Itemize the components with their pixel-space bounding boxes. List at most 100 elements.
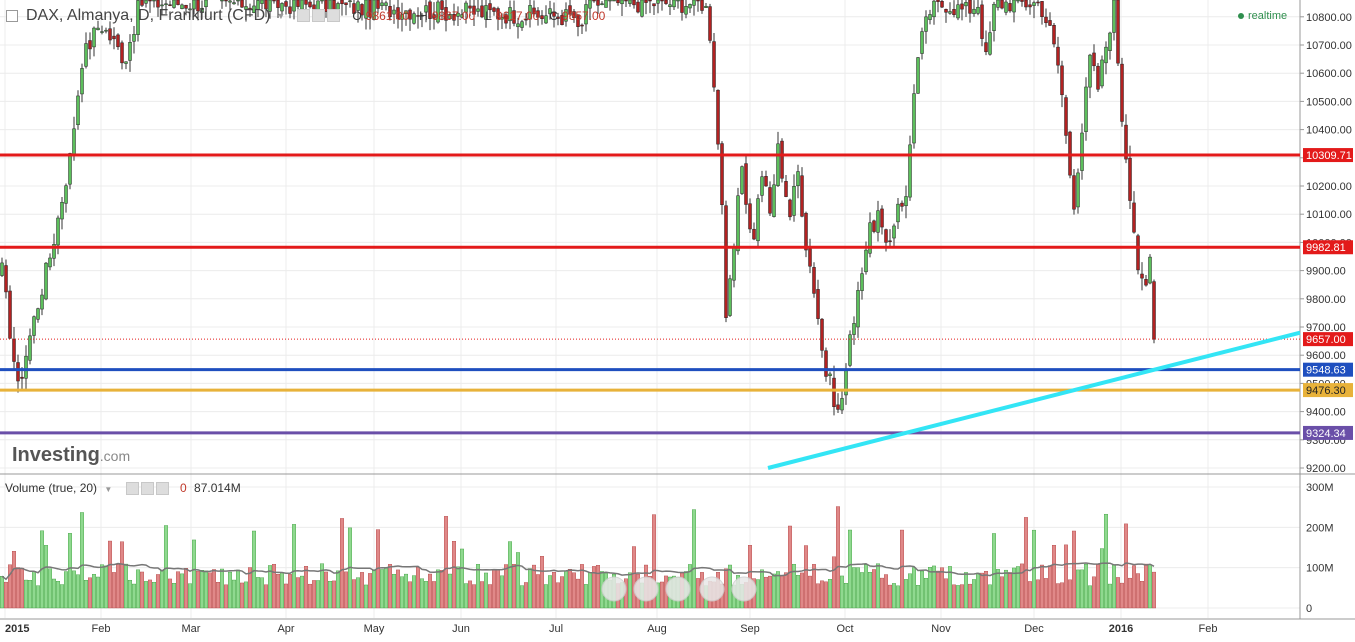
candle[interactable] (40, 294, 44, 310)
candle[interactable] (236, 0, 240, 2)
candle[interactable] (540, 15, 544, 20)
volume-bar[interactable] (99, 564, 104, 609)
volume-bar[interactable] (560, 576, 565, 609)
volume-bar[interactable] (71, 570, 76, 609)
volume-bar[interactable] (408, 581, 413, 609)
volume-bar[interactable] (1111, 564, 1116, 609)
candle[interactable] (728, 278, 732, 316)
candle[interactable] (1124, 124, 1128, 160)
candle[interactable] (60, 201, 64, 220)
candle[interactable] (1132, 202, 1136, 233)
candle[interactable] (548, 8, 552, 15)
volume-bar[interactable] (932, 565, 937, 609)
volume-bar[interactable] (520, 585, 525, 609)
volume-bar[interactable] (512, 564, 517, 609)
volume-bar[interactable] (652, 514, 657, 609)
candle[interactable] (196, 0, 200, 12)
candle[interactable] (404, 10, 408, 14)
candle[interactable] (964, 2, 968, 7)
candle[interactable] (460, 14, 464, 18)
volume-bar[interactable] (280, 572, 285, 609)
volume-bar[interactable] (524, 582, 529, 609)
volume-bar[interactable] (1143, 563, 1148, 609)
volume-bar[interactable] (119, 541, 124, 609)
candle[interactable] (504, 14, 508, 24)
volume-bar[interactable] (183, 568, 188, 609)
candle[interactable] (52, 244, 56, 259)
volume-bar[interactable] (251, 530, 256, 609)
volume-bar[interactable] (976, 572, 981, 609)
volume-bar[interactable] (243, 581, 248, 609)
volume-bar[interactable] (444, 516, 449, 609)
candle[interactable] (696, 0, 700, 2)
candle[interactable] (164, 3, 168, 6)
volume-bar[interactable] (576, 578, 581, 609)
volume-bar[interactable] (1012, 567, 1017, 609)
candle[interactable] (292, 0, 296, 12)
candle[interactable] (604, 0, 608, 8)
volume-bar[interactable] (79, 512, 84, 609)
candle[interactable] (104, 29, 108, 32)
close-icon[interactable] (327, 9, 341, 23)
volume-bar[interactable] (380, 569, 385, 609)
candle[interactable] (512, 10, 516, 24)
candle[interactable] (1044, 16, 1048, 24)
volume-bar[interactable] (956, 585, 961, 609)
volume-bar[interactable] (1063, 544, 1068, 609)
volume-bar[interactable] (167, 578, 172, 609)
candle[interactable] (924, 16, 928, 32)
volume-bar[interactable] (940, 567, 945, 609)
candle[interactable] (612, 0, 616, 2)
volume-bar[interactable] (896, 585, 901, 609)
volume-bar[interactable] (1087, 585, 1092, 609)
volume-bar[interactable] (448, 573, 453, 609)
volume-bar[interactable] (596, 565, 601, 609)
volume-bar[interactable] (364, 584, 369, 609)
candle[interactable] (616, 0, 620, 4)
volume-bar[interactable] (239, 582, 244, 609)
candle[interactable] (936, 0, 940, 2)
candle[interactable] (112, 35, 116, 40)
volume-bar[interactable] (628, 572, 633, 609)
candle[interactable] (1028, 4, 1032, 8)
candle[interactable] (816, 289, 820, 319)
volume-bar[interactable] (1023, 517, 1028, 609)
chevron-down-icon[interactable]: ▼ (276, 11, 286, 21)
candle[interactable] (48, 257, 52, 268)
volume-bar[interactable] (500, 575, 505, 609)
volume-bar[interactable] (660, 581, 665, 609)
volume-bar[interactable] (788, 525, 793, 609)
candle[interactable] (1004, 1, 1008, 13)
candle[interactable] (940, 0, 944, 8)
candle[interactable] (44, 262, 48, 300)
candle[interactable] (408, 9, 412, 20)
volume-bar[interactable] (1151, 571, 1156, 609)
volume-bar[interactable] (904, 579, 909, 609)
volume-bar[interactable] (980, 572, 985, 609)
volume-bar[interactable] (147, 579, 152, 609)
candle[interactable] (804, 212, 808, 251)
candle[interactable] (828, 373, 832, 377)
volume-bar[interactable] (20, 567, 25, 609)
candle[interactable] (368, 0, 372, 18)
candle[interactable] (1052, 25, 1056, 45)
candle[interactable] (536, 10, 540, 18)
candle[interactable] (232, 2, 236, 5)
volume-bar[interactable] (131, 583, 136, 609)
volume-bar[interactable] (592, 566, 597, 609)
volume-bar[interactable] (996, 569, 1001, 609)
candle[interactable] (832, 377, 836, 408)
volume-bar[interactable] (135, 569, 140, 609)
candle[interactable] (392, 9, 396, 15)
candle[interactable] (1064, 97, 1068, 136)
candle[interactable] (636, 1, 640, 13)
candle[interactable] (648, 0, 652, 2)
candle[interactable] (1100, 59, 1104, 87)
candle[interactable] (1148, 256, 1152, 284)
volume-bar[interactable] (484, 572, 489, 609)
candle[interactable] (756, 198, 760, 242)
volume-bar[interactable] (260, 577, 265, 609)
volume-bar[interactable] (332, 580, 337, 609)
candle[interactable] (272, 0, 276, 2)
